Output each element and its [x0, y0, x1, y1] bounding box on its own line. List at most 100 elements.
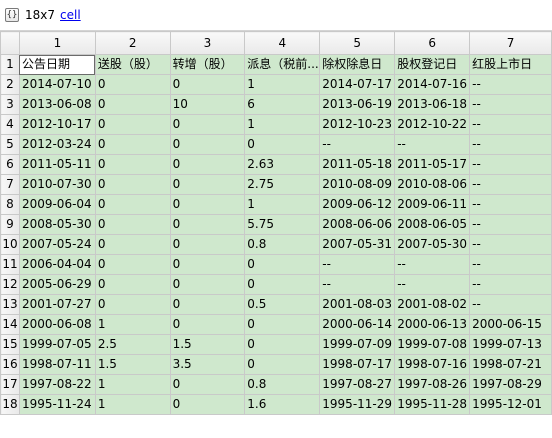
- table-cell[interactable]: 派息（税前...: [244, 54, 321, 75]
- table-cell[interactable]: 0: [94, 74, 171, 95]
- table-cell[interactable]: 2001-07-27: [18, 294, 96, 315]
- table-cell[interactable]: 2007-05-24: [18, 234, 96, 255]
- column-header-4[interactable]: 4: [244, 31, 321, 55]
- table-cell[interactable]: --: [469, 294, 552, 315]
- table-cell[interactable]: 2000-06-14: [319, 314, 396, 335]
- table-cell[interactable]: --: [319, 274, 396, 295]
- table-cell[interactable]: 1: [244, 194, 321, 215]
- table-cell[interactable]: --: [469, 214, 552, 235]
- table-cell[interactable]: 2010-07-30: [18, 174, 96, 195]
- column-header-3[interactable]: 3: [169, 31, 246, 55]
- table-cell[interactable]: 0: [94, 134, 171, 155]
- table-cell[interactable]: --: [469, 154, 552, 175]
- row-header[interactable]: 15: [0, 334, 20, 355]
- table-cell[interactable]: 5.75: [244, 214, 321, 235]
- column-header-7[interactable]: 7: [469, 31, 552, 55]
- table-cell[interactable]: 1: [244, 74, 321, 95]
- table-cell[interactable]: 0.8: [244, 374, 321, 395]
- row-header[interactable]: 6: [0, 154, 20, 175]
- table-cell[interactable]: 1995-12-01: [469, 394, 552, 415]
- row-header[interactable]: 17: [0, 374, 20, 395]
- table-cell[interactable]: 0: [169, 274, 246, 295]
- table-cell[interactable]: 0: [94, 94, 171, 115]
- table-cell[interactable]: 0: [169, 114, 246, 135]
- table-cell[interactable]: 2006-04-04: [18, 254, 96, 275]
- table-cell[interactable]: 1999-07-08: [394, 334, 471, 355]
- table-cell[interactable]: 1999-07-05: [18, 334, 96, 355]
- row-header[interactable]: 16: [0, 354, 20, 375]
- table-cell[interactable]: 2012-10-22: [394, 114, 471, 135]
- column-header-1[interactable]: 1: [18, 31, 96, 55]
- table-cell[interactable]: 0: [169, 214, 246, 235]
- table-cell[interactable]: --: [469, 194, 552, 215]
- table-cell[interactable]: 2013-06-18: [394, 94, 471, 115]
- table-cell[interactable]: 0: [244, 334, 321, 355]
- table-cell[interactable]: 0: [94, 174, 171, 195]
- table-cell[interactable]: 股权登记日: [394, 54, 471, 75]
- table-cell[interactable]: 2007-05-31: [319, 234, 396, 255]
- table-cell[interactable]: 2011-05-17: [394, 154, 471, 175]
- table-cell[interactable]: 2009-06-11: [394, 194, 471, 215]
- table-cell[interactable]: 0: [94, 274, 171, 295]
- table-cell[interactable]: 6: [244, 94, 321, 115]
- table-cell[interactable]: 2.75: [244, 174, 321, 195]
- row-header[interactable]: 5: [0, 134, 20, 155]
- table-cell[interactable]: 3.5: [169, 354, 246, 375]
- table-cell[interactable]: 2.63: [244, 154, 321, 175]
- table-cell[interactable]: 2008-05-30: [18, 214, 96, 235]
- row-header[interactable]: 3: [0, 94, 20, 115]
- table-cell[interactable]: 1998-07-11: [18, 354, 96, 375]
- table-cell[interactable]: --: [394, 134, 471, 155]
- row-header[interactable]: 12: [0, 274, 20, 295]
- table-cell[interactable]: 2001-08-02: [394, 294, 471, 315]
- table-cell[interactable]: 1: [94, 374, 171, 395]
- table-cell[interactable]: 1999-07-13: [469, 334, 552, 355]
- table-cell[interactable]: 1.6: [244, 394, 321, 415]
- table-cell[interactable]: 2008-06-05: [394, 214, 471, 235]
- table-cell[interactable]: 1997-08-27: [319, 374, 396, 395]
- table-cell[interactable]: 0: [169, 294, 246, 315]
- column-header-5[interactable]: 5: [319, 31, 396, 55]
- table-cell[interactable]: 10: [169, 94, 246, 115]
- row-header[interactable]: 1: [0, 54, 20, 75]
- table-cell[interactable]: 2000-06-15: [469, 314, 552, 335]
- table-cell[interactable]: 0: [169, 194, 246, 215]
- table-cell[interactable]: 1998-07-17: [319, 354, 396, 375]
- table-cell[interactable]: 0: [169, 154, 246, 175]
- table-cell[interactable]: 0: [169, 254, 246, 275]
- table-cell[interactable]: 1998-07-16: [394, 354, 471, 375]
- table-cell[interactable]: 2014-07-17: [319, 74, 396, 95]
- row-header[interactable]: 4: [0, 114, 20, 135]
- table-cell[interactable]: 2009-06-12: [319, 194, 396, 215]
- table-cell[interactable]: 1: [244, 114, 321, 135]
- table-cell[interactable]: --: [469, 94, 552, 115]
- table-cell[interactable]: 2011-05-18: [319, 154, 396, 175]
- table-cell[interactable]: --: [469, 74, 552, 95]
- table-cell[interactable]: 2000-06-08: [18, 314, 96, 335]
- table-cell[interactable]: 1995-11-24: [18, 394, 96, 415]
- row-header[interactable]: 7: [0, 174, 20, 195]
- table-cell[interactable]: 2011-05-11: [18, 154, 96, 175]
- table-cell[interactable]: 1999-07-09: [319, 334, 396, 355]
- table-cell[interactable]: 0: [94, 214, 171, 235]
- table-cell[interactable]: 1997-08-26: [394, 374, 471, 395]
- table-cell[interactable]: 2014-07-16: [394, 74, 471, 95]
- table-cell[interactable]: 红股上市日: [469, 54, 552, 75]
- row-header[interactable]: 9: [0, 214, 20, 235]
- column-header-2[interactable]: 2: [94, 31, 171, 55]
- table-cell[interactable]: 1997-08-22: [18, 374, 96, 395]
- table-cell[interactable]: 0.8: [244, 234, 321, 255]
- table-cell[interactable]: 2008-06-06: [319, 214, 396, 235]
- table-cell[interactable]: --: [319, 254, 396, 275]
- table-cell[interactable]: 1: [94, 394, 171, 415]
- table-cell[interactable]: --: [469, 234, 552, 255]
- table-cell[interactable]: 2013-06-08: [18, 94, 96, 115]
- row-header[interactable]: 13: [0, 294, 20, 315]
- table-cell[interactable]: 1995-11-29: [319, 394, 396, 415]
- table-cell[interactable]: 2013-06-19: [319, 94, 396, 115]
- variable-type-link[interactable]: cell: [60, 8, 81, 22]
- table-cell[interactable]: 0: [244, 134, 321, 155]
- table-cell[interactable]: 0: [244, 254, 321, 275]
- table-cell[interactable]: 1: [94, 314, 171, 335]
- table-cell[interactable]: 0: [94, 234, 171, 255]
